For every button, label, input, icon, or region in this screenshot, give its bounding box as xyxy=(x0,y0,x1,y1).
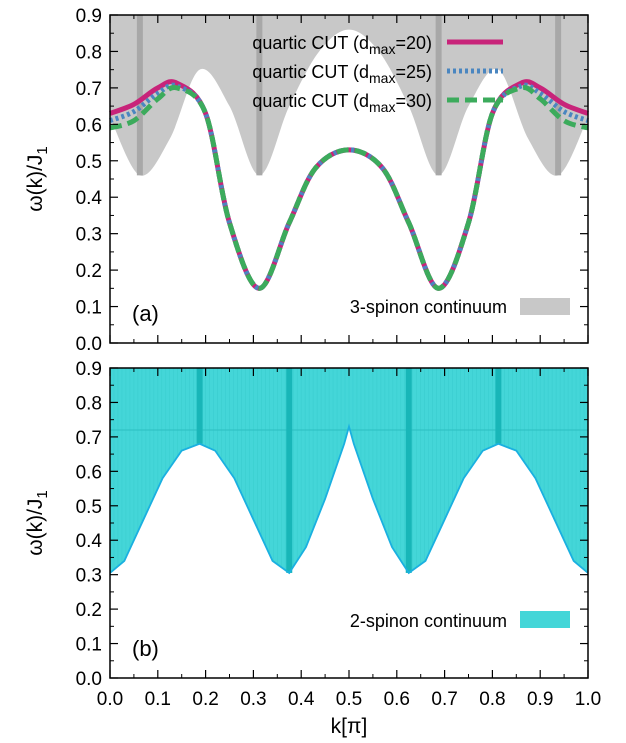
x-tick-label: 1.0 xyxy=(575,689,601,710)
series-group xyxy=(109,79,589,291)
y-tick-label: 0.0 xyxy=(76,334,102,355)
continuum-dark-stripe xyxy=(256,15,263,176)
y-tick-label: 0.7 xyxy=(76,428,102,449)
ticks-a xyxy=(109,14,589,344)
y-tick-label: 0.4 xyxy=(76,531,103,552)
x-tick-label: 0.1 xyxy=(145,689,171,710)
y-axis-label-b: ω(k)/J1 xyxy=(24,490,51,556)
continuum-dark-stripe xyxy=(405,368,412,573)
y-tick-label: 0.5 xyxy=(76,152,102,173)
x-tick-label: 0.3 xyxy=(240,689,266,710)
y-tick-label: 0.4 xyxy=(76,188,103,209)
three-spinon-continuum xyxy=(110,15,588,176)
legend-label: quartic CUT (dmax=30) xyxy=(252,91,432,115)
x-tick-label: 0.9 xyxy=(527,689,553,710)
continuum-fill xyxy=(110,15,588,176)
panel-label-a: (a) xyxy=(132,301,159,326)
y-tick-labels-b: 0.0 0.1 0.2 0.3 0.4 0.5 0.6 0.7 0.8 0.9 xyxy=(76,359,103,690)
y-tick-label: 0.6 xyxy=(76,115,102,136)
x-tick-label: 0.5 xyxy=(336,689,362,710)
x-tick-label: 0.7 xyxy=(431,689,457,710)
y-tick-label: 0.8 xyxy=(76,42,102,63)
continuum-dark-stripe xyxy=(136,15,143,176)
legend-swatch xyxy=(520,611,570,628)
y-tick-label: 0.1 xyxy=(76,298,102,319)
y-tick-label: 0.9 xyxy=(76,359,102,380)
x-tick-labels: 0.0 0.1 0.2 0.3 0.4 0.5 0.6 0.7 0.8 0.9 1.0 xyxy=(97,689,601,710)
continuum-dark-stripe xyxy=(495,368,502,444)
legend-a: quartic CUT (dmax=20) quartic CUT (dmax=2… xyxy=(252,33,570,317)
y-tick-label: 0.2 xyxy=(76,261,102,282)
x-tick-label: 0.8 xyxy=(479,689,505,710)
panel-label-b: (b) xyxy=(132,636,159,661)
y-tick-label: 0.7 xyxy=(76,79,102,100)
x-tick-label: 0.0 xyxy=(97,689,123,710)
y-tick-label: 0.0 xyxy=(76,669,102,690)
legend-label: quartic CUT (dmax=20) xyxy=(252,33,432,57)
y-tick-label: 0.6 xyxy=(76,462,102,483)
continuum-dark-stripe xyxy=(286,368,293,573)
y-tick-labels-a: 0.0 0.1 0.2 0.3 0.4 0.5 0.6 0.7 0.8 0.9 xyxy=(76,6,103,355)
continuum-dark-stripe xyxy=(196,368,203,444)
panel-a: 0.0 0.1 0.2 0.3 0.4 0.5 0.6 0.7 0.8 0.9 ω(k)/J1 q… xyxy=(24,6,589,355)
y-tick-label: 0.2 xyxy=(76,600,102,621)
legend-label: 3-spinon continuum xyxy=(350,297,507,317)
x-tick-label: 0.2 xyxy=(192,689,218,710)
continuum-lower-edge xyxy=(109,423,589,575)
y-tick-label: 0.5 xyxy=(76,497,102,518)
y-tick-label: 0.3 xyxy=(76,566,102,587)
y-tick-label: 0.1 xyxy=(76,635,102,656)
y-tick-label: 0.8 xyxy=(76,393,102,414)
legend-label: quartic CUT (dmax=25) xyxy=(252,62,432,86)
continuum-dark-stripe xyxy=(435,15,442,176)
legend-swatch xyxy=(520,298,570,315)
x-axis-label: k[π] xyxy=(331,715,368,738)
series-line-dmax-30 xyxy=(109,84,589,291)
series-line-dmax-25 xyxy=(109,82,589,291)
ticks-b xyxy=(109,367,589,679)
legend-label: 2-spinon continuum xyxy=(350,611,507,631)
x-tick-label: 0.6 xyxy=(384,689,410,710)
y-axis-label-a: ω(k)/J1 xyxy=(24,146,51,212)
panel-b: 0.0 0.1 0.2 0.3 0.4 0.5 0.6 0.7 0.8 0.9 0.0 0.1 0.2… xyxy=(24,359,601,738)
two-spinon-continuum xyxy=(109,368,589,575)
series-line-dmax-20 xyxy=(109,79,589,291)
legend-b: 2-spinon continuum xyxy=(350,611,570,631)
y-tick-label: 0.3 xyxy=(76,225,102,246)
continuum-dark-stripe xyxy=(555,15,562,176)
y-tick-label: 0.9 xyxy=(76,6,102,27)
x-tick-label: 0.4 xyxy=(288,689,315,710)
